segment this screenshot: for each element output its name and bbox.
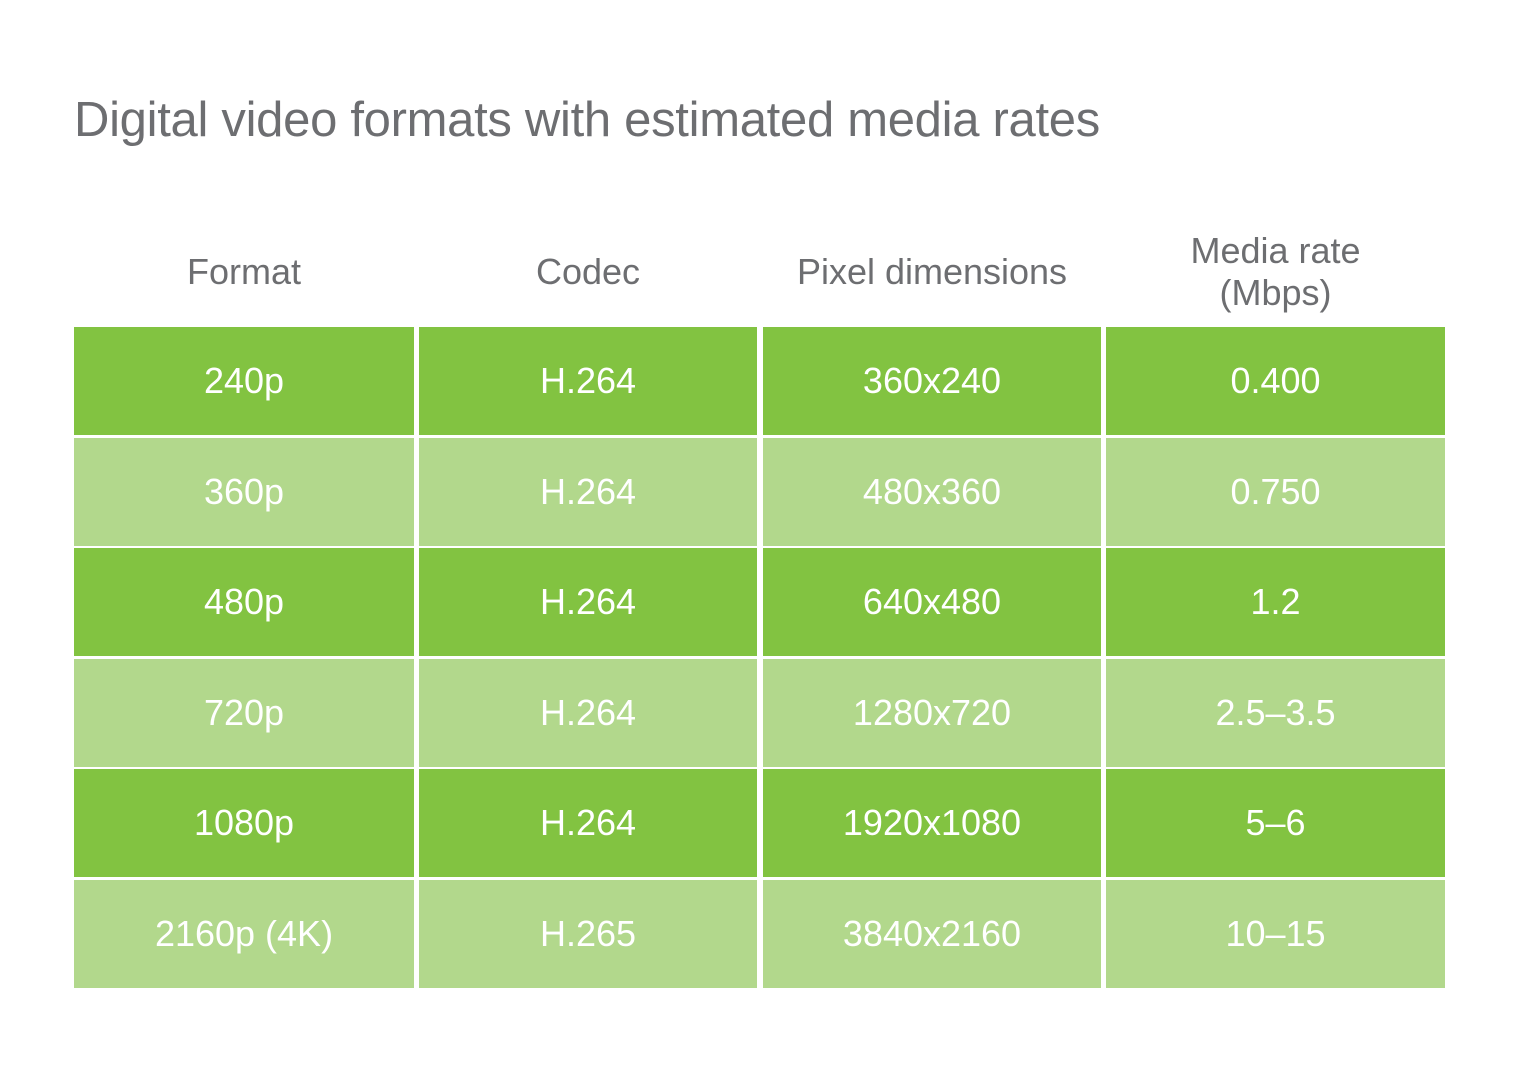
cell-media-rate: 2.5–3.5 <box>1106 659 1445 767</box>
cell-format: 360p <box>74 438 414 546</box>
column-header-pixel-dimensions: Pixel dimensions <box>796 251 1068 292</box>
cell-format: 720p <box>74 659 414 767</box>
table-row: 480p H.264 640x480 1.2 <box>74 548 1445 656</box>
cell-codec: H.264 <box>419 769 757 877</box>
cell-codec: H.265 <box>419 880 757 988</box>
cell-media-rate: 1.2 <box>1106 548 1445 656</box>
cell-pixel-dimensions: 1920x1080 <box>763 769 1101 877</box>
table-row: 240p H.264 360x240 0.400 <box>74 327 1445 435</box>
column-header-format: Format <box>186 251 301 292</box>
cell-media-rate: 10–15 <box>1106 880 1445 988</box>
table-header: Format Codec Pixel dimensions Media rate… <box>74 222 1445 322</box>
column-header-codec: Codec <box>535 251 641 292</box>
cell-codec: H.264 <box>419 548 757 656</box>
cell-format: 480p <box>74 548 414 656</box>
page-title: Digital video formats with estimated med… <box>74 93 1100 147</box>
cell-format: 1080p <box>74 769 414 877</box>
cell-pixel-dimensions: 640x480 <box>763 548 1101 656</box>
cell-pixel-dimensions: 1280x720 <box>763 659 1101 767</box>
cell-media-rate: 0.750 <box>1106 438 1445 546</box>
cell-codec: H.264 <box>419 327 757 435</box>
table-row: 360p H.264 480x360 0.750 <box>74 438 1445 546</box>
cell-format: 2160p (4K) <box>74 880 414 988</box>
cell-media-rate: 0.400 <box>1106 327 1445 435</box>
table-row: 720p H.264 1280x720 2.5–3.5 <box>74 659 1445 767</box>
cell-format: 240p <box>74 327 414 435</box>
cell-pixel-dimensions: 360x240 <box>763 327 1101 435</box>
cell-pixel-dimensions: 480x360 <box>763 438 1101 546</box>
cell-pixel-dimensions: 3840x2160 <box>763 880 1101 988</box>
column-header-media-rate: Media rate (Mbps) <box>1190 230 1361 313</box>
cell-media-rate: 5–6 <box>1106 769 1445 877</box>
cell-codec: H.264 <box>419 438 757 546</box>
table-row: 2160p (4K) H.265 3840x2160 10–15 <box>74 880 1445 988</box>
table-row: 1080p H.264 1920x1080 5–6 <box>74 769 1445 877</box>
cell-codec: H.264 <box>419 659 757 767</box>
